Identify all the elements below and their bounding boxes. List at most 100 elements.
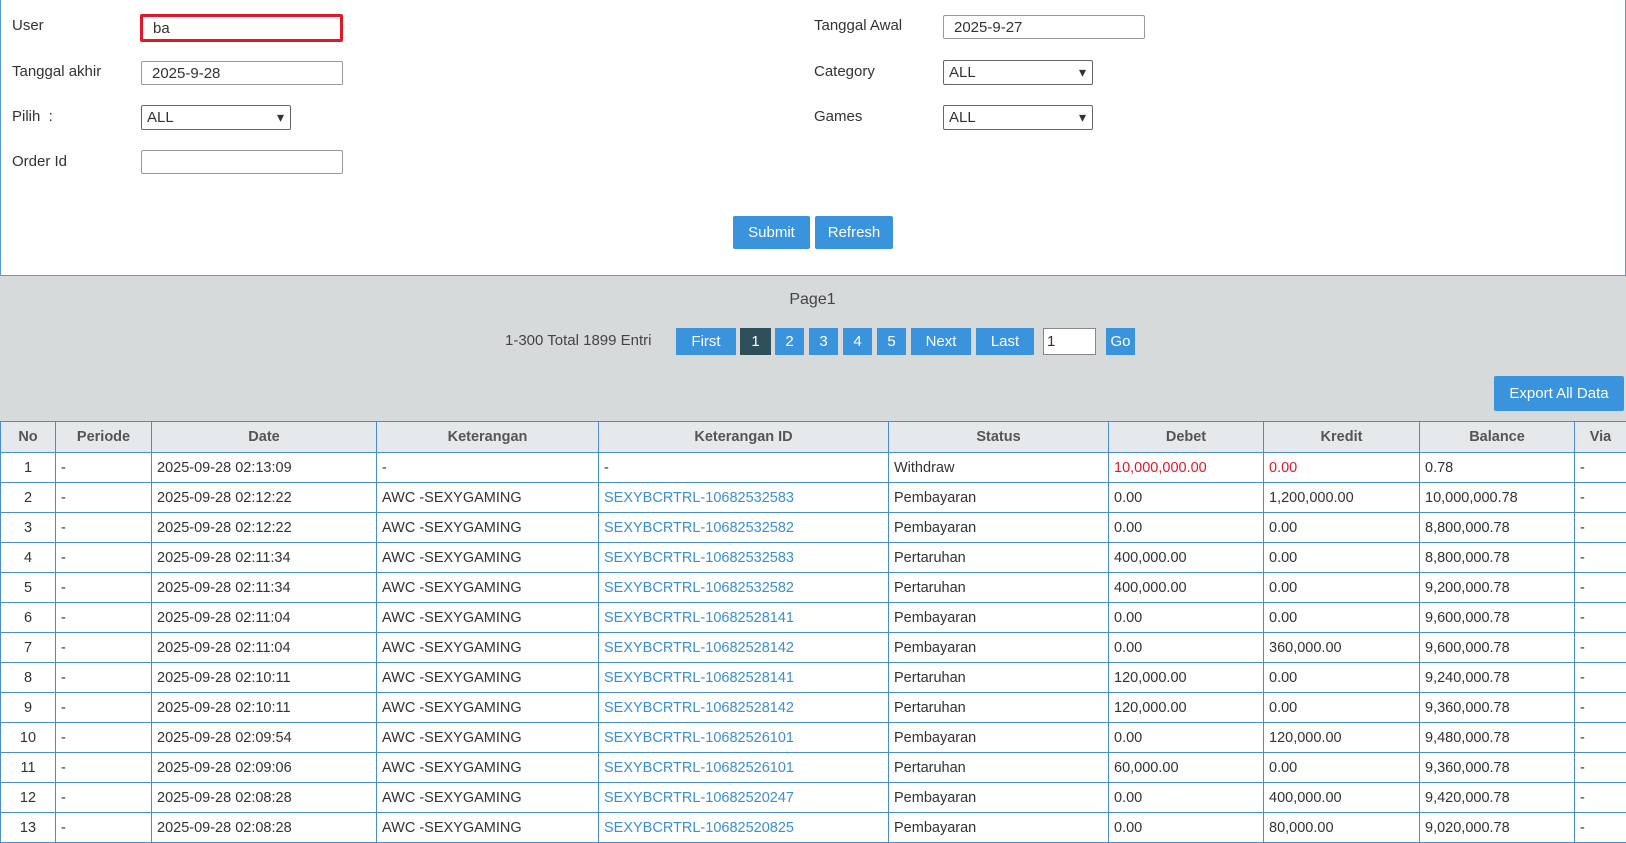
table-cell[interactable]: SEXYBCRTRL-10682532583 [599,543,889,573]
table-cell: 2025-09-28 02:12:22 [152,483,377,513]
submit-button[interactable]: Submit [733,216,810,249]
table-cell: - [1575,693,1626,723]
table-cell: 10 [1,723,56,753]
export-button[interactable]: Export All Data [1494,376,1624,411]
table-cell: 1 [1,453,56,483]
table-cell: AWC -SEXYGAMING [377,783,599,813]
table-cell: Pembayaran [889,483,1109,513]
table-cell: 12 [1,783,56,813]
table-cell: - [56,693,152,723]
table-cell[interactable]: SEXYBCRTRL-10682520825 [599,813,889,843]
table-cell: 0.00 [1264,693,1420,723]
column-header: Keterangan [377,422,599,453]
table-cell: 2025-09-28 02:11:34 [152,573,377,603]
user-input[interactable]: ba [140,14,343,42]
table-cell: 0.00 [1264,573,1420,603]
table-cell: - [1575,783,1626,813]
table-cell: Pertaruhan [889,663,1109,693]
column-header: Keterangan ID [599,422,889,453]
column-header: Date [152,422,377,453]
table-cell: - [1575,663,1626,693]
order-id-label: Order Id [12,153,67,170]
category-label: Category [814,63,875,80]
table-cell: - [56,753,152,783]
table-cell: - [1575,483,1626,513]
table-cell: - [1575,723,1626,753]
table-cell[interactable]: SEXYBCRTRL-10682532582 [599,573,889,603]
table-cell: 2025-09-28 02:08:28 [152,813,377,843]
table-cell: 11 [1,753,56,783]
column-header: Kredit [1264,422,1420,453]
table-cell: 6 [1,603,56,633]
table-cell[interactable]: SEXYBCRTRL-10682528141 [599,663,889,693]
pilih-select[interactable]: ALL [141,105,291,130]
page-button[interactable]: First [676,328,736,355]
table-cell[interactable]: SEXYBCRTRL-10682520247 [599,783,889,813]
page-button[interactable]: Next [911,328,971,355]
table-cell[interactable]: SEXYBCRTRL-10682526101 [599,753,889,783]
page-button[interactable]: 5 [877,328,906,355]
table-cell: - [377,453,599,483]
table-cell[interactable]: SEXYBCRTRL-10682532583 [599,483,889,513]
table-cell: 0.00 [1109,603,1264,633]
table-cell: Pertaruhan [889,543,1109,573]
page-button[interactable]: 2 [775,328,804,355]
table-cell[interactable]: SEXYBCRTRL-10682528141 [599,603,889,633]
table-cell: 9,360,000.78 [1420,693,1575,723]
table-cell: 0.78 [1420,453,1575,483]
table-cell: AWC -SEXYGAMING [377,633,599,663]
table-cell: 2025-09-28 02:13:09 [152,453,377,483]
order-id-input[interactable] [141,150,343,174]
page-button[interactable]: 4 [843,328,872,355]
table-cell: AWC -SEXYGAMING [377,543,599,573]
table-cell[interactable]: SEXYBCRTRL-10682528142 [599,693,889,723]
table-cell: 2025-09-28 02:10:11 [152,693,377,723]
category-select[interactable]: ALL [943,60,1093,85]
table-cell: 0.00 [1109,633,1264,663]
table-cell: 0.00 [1264,753,1420,783]
tanggal-akhir-label: Tanggal akhir [12,63,101,80]
page-input[interactable]: 1 [1043,328,1096,355]
games-select[interactable]: ALL [943,105,1093,130]
table-cell: 2 [1,483,56,513]
table-cell: 0.00 [1109,813,1264,843]
table-cell: AWC -SEXYGAMING [377,663,599,693]
table-cell: - [1575,543,1626,573]
table-cell[interactable]: SEXYBCRTRL-10682526101 [599,723,889,753]
refresh-button[interactable]: Refresh [815,216,893,249]
table-cell: Pembayaran [889,783,1109,813]
table-cell: - [1575,603,1626,633]
table-cell: 120,000.00 [1109,663,1264,693]
table-cell[interactable]: SEXYBCRTRL-10682528142 [599,633,889,663]
table-cell: 120,000.00 [1109,693,1264,723]
page-button[interactable]: 3 [809,328,838,355]
user-label: User [12,17,44,34]
table-cell: 120,000.00 [1264,723,1420,753]
table-cell: 3 [1,513,56,543]
table-cell: 10,000,000.00 [1109,453,1264,483]
table-cell: 0.00 [1264,663,1420,693]
table-cell: AWC -SEXYGAMING [377,573,599,603]
column-header: Status [889,422,1109,453]
tanggal-awal-input[interactable]: 2025-9-27 [943,15,1145,39]
table-cell: 9,600,000.78 [1420,603,1575,633]
table-cell: 0.00 [1264,543,1420,573]
go-button[interactable]: Go [1106,328,1135,355]
page-button[interactable]: 1 [740,328,771,355]
table-cell[interactable]: SEXYBCRTRL-10682532582 [599,513,889,543]
table-cell: AWC -SEXYGAMING [377,813,599,843]
table-cell: 2025-09-28 02:08:28 [152,783,377,813]
table-cell: 2025-09-28 02:12:22 [152,513,377,543]
table-cell: Pertaruhan [889,693,1109,723]
page-button[interactable]: Last [976,328,1034,355]
tanggal-akhir-input[interactable]: 2025-9-28 [141,61,343,85]
